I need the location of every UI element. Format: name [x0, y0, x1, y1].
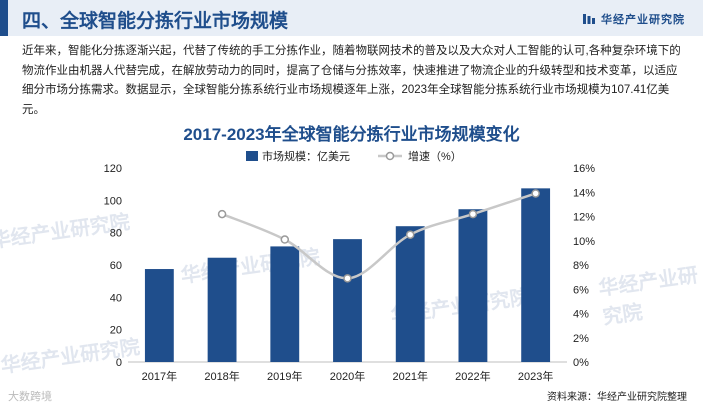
- growth-point: [468, 209, 478, 219]
- y-left-tick-label: 60: [110, 260, 122, 272]
- bar: [207, 257, 237, 362]
- bar: [521, 188, 551, 362]
- x-tick-label: 2022年: [455, 369, 490, 383]
- x-tick-label: 2018年: [204, 369, 239, 383]
- section-title: 四、全球智能分拣行业市场规模: [22, 11, 289, 32]
- y-left-tick-label: 0: [116, 357, 122, 369]
- source-note: 资料来源：华经产业研究院整理: [547, 392, 687, 403]
- y-right-tick-label: 14%: [573, 187, 595, 199]
- legend-swatch-bars: [246, 151, 258, 161]
- growth-point: [280, 235, 290, 244]
- y-right-tick-label: 6%: [573, 284, 589, 296]
- bar: [333, 239, 362, 362]
- y-right-tick-label: 8%: [573, 260, 589, 272]
- x-tick-label: 2017年: [142, 369, 177, 383]
- bar: [270, 246, 300, 362]
- growth-point: [343, 274, 352, 283]
- corner-watermark: 大数跨境: [8, 391, 52, 403]
- header-bar: 四、全球智能分拣行业市场规模 华经产业研究院: [0, 0, 703, 36]
- y-left-tick-label: 100: [104, 195, 122, 207]
- legend-label-bars: 市场规模：亿美元: [262, 149, 350, 163]
- header-accent: [0, 0, 8, 36]
- legend-swatch-point: [385, 151, 395, 161]
- chart-title: 2017-2023年全球智能分拣行业市场规模变化: [183, 125, 520, 144]
- intro-paragraph: 近年来，智能化分拣逐渐兴起，代替了传统的手工分拣作业，随着物联网技术的普及以及大…: [22, 45, 681, 116]
- growth-point: [217, 209, 227, 219]
- y-left-tick-label: 120: [104, 163, 122, 175]
- brand: 华经产业研究院: [583, 11, 685, 27]
- bar: [395, 226, 425, 362]
- bar: [458, 209, 488, 362]
- growth-point: [405, 230, 415, 239]
- x-tick-label: 2019年: [267, 369, 302, 383]
- y-left-tick-label: 20: [110, 325, 122, 337]
- legend-label-line: 增速（%）: [408, 149, 462, 163]
- y-right-tick-label: 12%: [573, 212, 595, 224]
- brand-logo-icon: [583, 14, 595, 24]
- x-tick-label: 2023年: [518, 369, 553, 383]
- y-right-tick-label: 0%: [573, 357, 589, 369]
- x-tick-label: 2021年: [392, 369, 427, 383]
- y-right-tick-label: 10%: [573, 236, 595, 248]
- brand-name: 华经产业研究院: [601, 14, 685, 26]
- bar: [144, 269, 174, 362]
- growth-line: [221, 192, 537, 280]
- y-left-tick-label: 80: [110, 228, 122, 240]
- y-left-tick-label: 40: [110, 292, 122, 304]
- y-right-tick-label: 2%: [573, 333, 589, 345]
- growth-point: [531, 189, 540, 198]
- y-right-tick-label: 4%: [573, 309, 589, 321]
- y-right-tick-label: 16%: [573, 163, 595, 175]
- x-tick-label: 2020年: [330, 369, 365, 383]
